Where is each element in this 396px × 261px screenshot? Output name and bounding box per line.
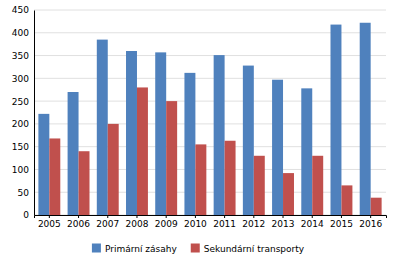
x-tick-mark	[224, 215, 225, 218]
y-tick-label: 300	[12, 74, 29, 84]
x-tick-mark	[78, 215, 79, 218]
bar	[137, 87, 148, 215]
bar	[330, 25, 341, 215]
x-tick-label: 2014	[301, 219, 324, 229]
bar	[341, 185, 352, 215]
y-tick-label: 350	[12, 51, 29, 61]
y-tick-label: 400	[12, 28, 29, 38]
x-tick: 2006	[67, 215, 90, 229]
bar	[225, 141, 236, 215]
bar	[49, 138, 60, 215]
x-tick-mark	[166, 215, 167, 218]
bar	[214, 55, 225, 215]
bar-series	[38, 23, 370, 215]
x-tick: 2008	[126, 215, 149, 229]
x-tick: 2009	[155, 215, 178, 229]
x-tick: 2016	[359, 215, 382, 229]
y-tick: 350	[12, 51, 34, 61]
y-axis: 0 50 100 150 200 250 300 350 400 450	[12, 5, 35, 220]
y-tick-label: 250	[12, 96, 29, 106]
bar	[195, 144, 206, 215]
bar	[243, 66, 254, 215]
x-tick-mark	[370, 215, 371, 218]
x-tick: 2005	[38, 215, 61, 229]
y-tick: 0	[23, 210, 34, 220]
x-tick-label: 2006	[67, 219, 90, 229]
y-tick-label: 450	[12, 5, 29, 15]
y-tick: 100	[12, 165, 34, 175]
x-tick: 2014	[301, 215, 324, 229]
x-tick-label: 2016	[359, 219, 382, 229]
bar	[38, 114, 49, 215]
bar-series	[49, 87, 381, 215]
x-tick: 2013	[272, 215, 295, 229]
bar	[68, 92, 79, 215]
x-axis-line	[35, 216, 387, 219]
y-tick: 400	[12, 28, 34, 38]
y-tick: 150	[12, 142, 34, 152]
x-tick-label: 2015	[330, 219, 353, 229]
legend-swatch	[191, 244, 200, 253]
x-tick-mark	[107, 215, 108, 218]
x-tick: 2010	[184, 215, 207, 229]
x-tick: 2012	[242, 215, 265, 229]
legend: Primární zásahy Sekundární transporty	[92, 244, 305, 254]
y-tick-label: 200	[12, 119, 29, 129]
x-tick-label: 2009	[155, 219, 178, 229]
x-tick-mark	[312, 215, 313, 218]
grid-line	[34, 10, 386, 11]
y-tick: 200	[12, 119, 34, 129]
x-tick-mark	[136, 215, 137, 218]
legend-swatch	[92, 244, 101, 253]
y-tick-label: 0	[23, 210, 29, 220]
legend-label: Primární zásahy	[105, 244, 178, 254]
x-tick-label: 2008	[126, 219, 149, 229]
legend-item: Sekundární transporty	[191, 244, 305, 254]
y-tick: 450	[12, 5, 34, 15]
y-axis-line	[34, 11, 35, 216]
bar	[97, 40, 108, 215]
x-tick-mark	[195, 215, 196, 218]
chart: 0501001502002503003504004502005200620072…	[0, 0, 396, 261]
x-tick-mark	[253, 215, 254, 218]
bar	[312, 156, 323, 215]
x-tick-label: 2005	[38, 219, 61, 229]
legend-item: Primární zásahy	[92, 244, 178, 254]
x-tick-label: 2011	[213, 219, 236, 229]
x-tick-label: 2013	[272, 219, 295, 229]
x-axis: 2005 2006 2007 2008 2009 2010 2011 2012 2013 2014…	[35, 215, 387, 229]
y-tick-label: 100	[12, 165, 29, 175]
x-tick: 2011	[213, 215, 236, 229]
bar	[301, 88, 312, 215]
legend-label: Sekundární transporty	[204, 244, 305, 254]
x-tick-label: 2012	[242, 219, 265, 229]
x-tick-mark	[49, 215, 50, 218]
y-tick-label: 50	[18, 188, 30, 198]
bars	[38, 23, 381, 215]
bar	[108, 124, 119, 215]
x-tick-label: 2010	[184, 219, 207, 229]
y-tick-label: 150	[12, 142, 29, 152]
y-tick: 300	[12, 74, 34, 84]
x-tick: 2015	[330, 215, 353, 229]
bar	[166, 101, 177, 215]
bar	[79, 151, 90, 215]
y-tick: 250	[12, 96, 34, 106]
grid	[34, 10, 386, 215]
x-tick: 2007	[96, 215, 119, 229]
bar	[254, 156, 265, 215]
bar	[283, 173, 294, 215]
bar	[184, 73, 195, 215]
bar	[126, 51, 137, 215]
bar	[155, 52, 166, 215]
y-tick: 50	[18, 188, 34, 198]
bar	[272, 80, 283, 215]
plot: 0501001502002503003504004502005200620072…	[12, 5, 387, 229]
bar	[360, 23, 371, 215]
x-tick-label: 2007	[96, 219, 119, 229]
x-tick-mark	[341, 215, 342, 218]
x-tick-mark	[283, 215, 284, 218]
bar	[371, 198, 382, 215]
